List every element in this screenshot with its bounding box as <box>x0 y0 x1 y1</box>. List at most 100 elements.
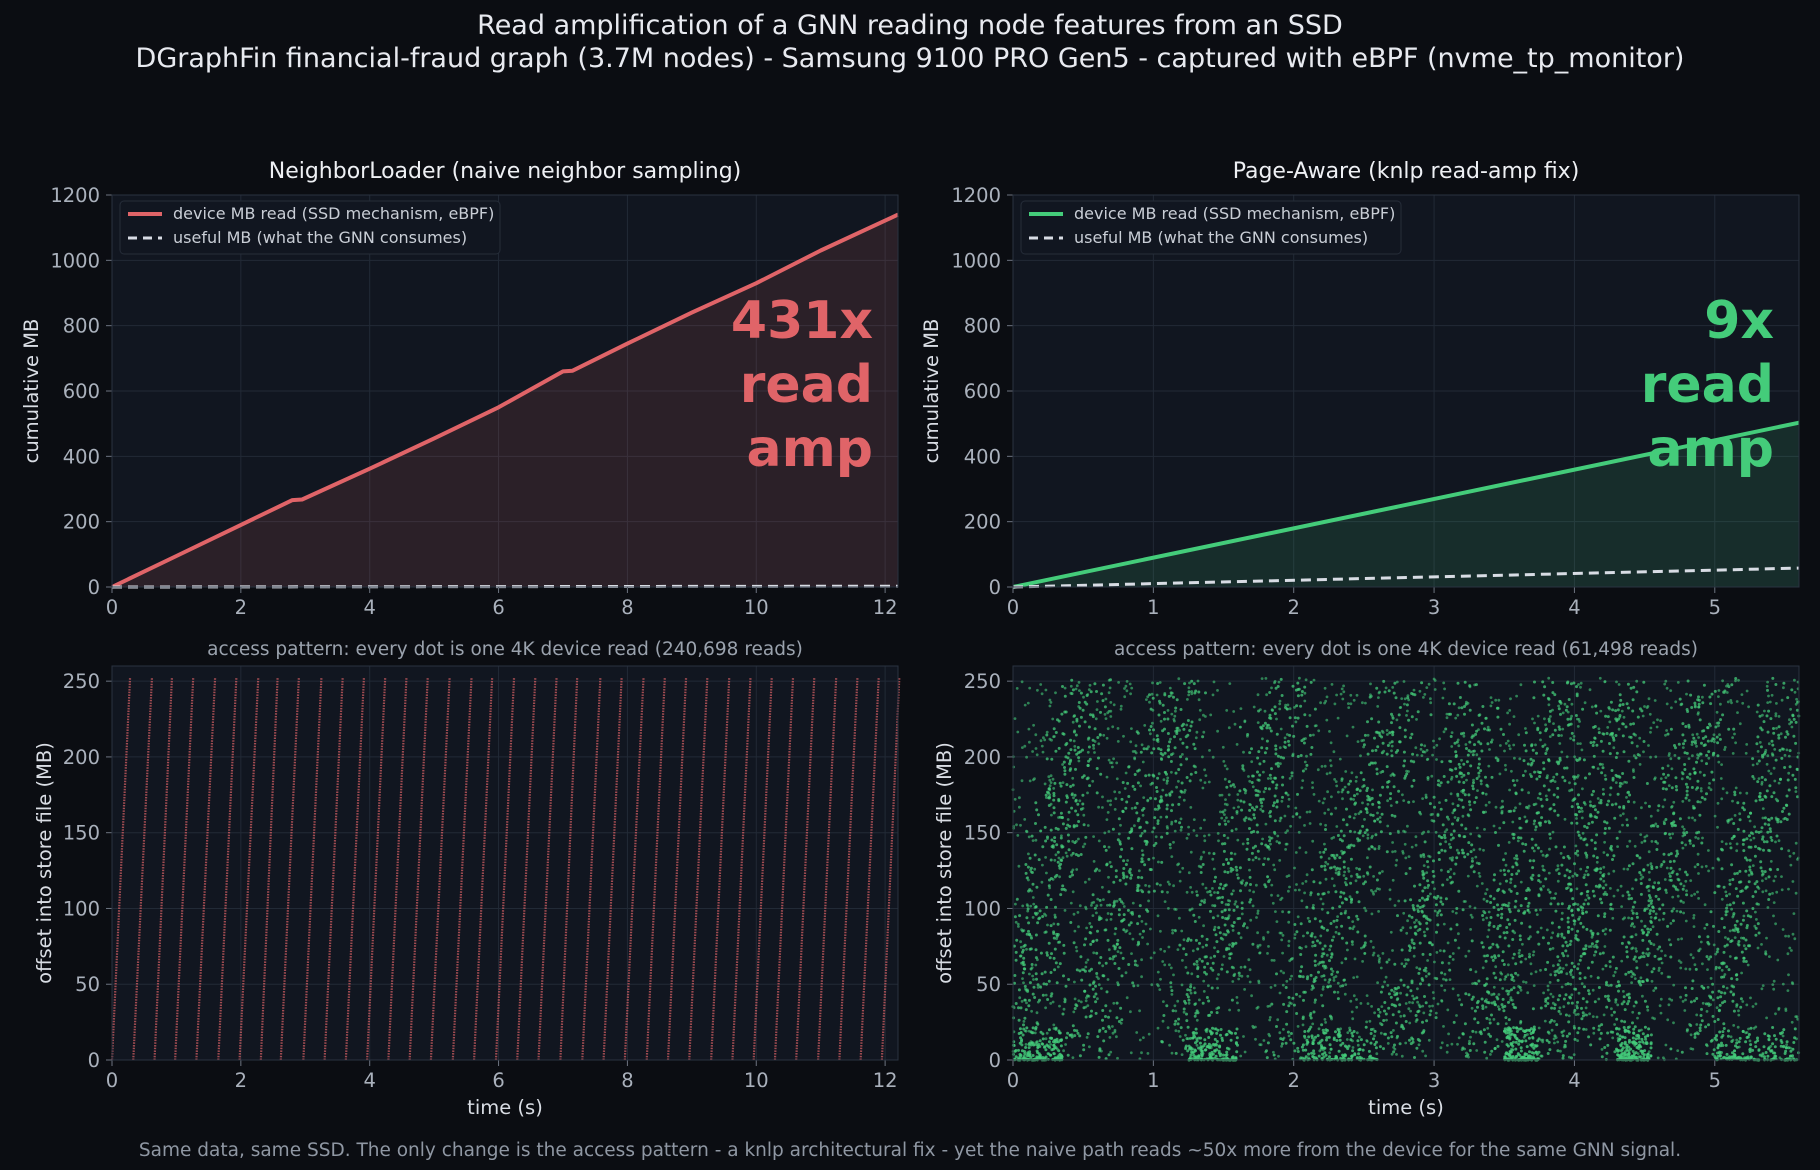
read-dot <box>1420 681 1424 685</box>
read-dot <box>1581 1011 1585 1015</box>
read-dot <box>1477 979 1481 983</box>
read-dot <box>1443 849 1447 853</box>
read-dot <box>1492 824 1496 828</box>
read-dot <box>1119 842 1122 846</box>
read-dot <box>1514 962 1518 966</box>
read-dot <box>1323 978 1327 982</box>
read-dot <box>1117 967 1121 970</box>
read-dot <box>1345 807 1348 811</box>
read-dot <box>1595 833 1599 837</box>
read-dot <box>1347 844 1351 848</box>
read-dot <box>1378 731 1382 735</box>
read-dot <box>1082 823 1086 827</box>
read-dot <box>1473 981 1477 985</box>
read-dot <box>1268 1016 1272 1019</box>
read-dot <box>1293 1049 1297 1053</box>
read-dot <box>1471 864 1474 868</box>
read-dot <box>1207 999 1211 1003</box>
read-dot <box>1725 906 1729 910</box>
read-dot <box>1077 820 1081 823</box>
read-dot <box>1027 998 1031 1002</box>
read-dot <box>1587 966 1590 970</box>
read-dot <box>1127 795 1131 798</box>
read-dot <box>1467 1055 1470 1059</box>
read-dot <box>1791 773 1795 777</box>
read-dot <box>1738 869 1742 873</box>
read-dot <box>1428 941 1432 945</box>
read-dot <box>1113 962 1117 965</box>
read-dot <box>1423 693 1427 696</box>
read-dot <box>1318 941 1322 945</box>
read-dot <box>1376 954 1380 958</box>
read-dot <box>1375 767 1379 771</box>
read-dot <box>1344 883 1348 887</box>
read-dot <box>1355 693 1359 697</box>
read-dot <box>1186 988 1190 992</box>
x-tick-label: 8 <box>621 1069 633 1092</box>
read-dot <box>1443 687 1446 691</box>
read-dot <box>1457 797 1461 801</box>
read-dot <box>1024 998 1027 1002</box>
read-dot <box>1101 1026 1105 1030</box>
read-dot <box>1277 841 1281 845</box>
read-dot <box>1616 708 1620 712</box>
read-dot <box>1075 824 1079 828</box>
read-dot <box>1616 980 1620 984</box>
read-dot <box>1232 921 1236 924</box>
read-dot <box>1713 891 1717 895</box>
read-dot <box>1418 1039 1422 1043</box>
read-dot <box>1122 734 1125 738</box>
read-dot <box>1049 701 1053 704</box>
read-dot <box>1585 1000 1589 1004</box>
read-dot <box>1592 740 1596 744</box>
read-dot <box>1647 904 1651 908</box>
read-dot <box>1054 691 1057 695</box>
read-dot <box>1580 810 1584 813</box>
read-dot <box>1141 813 1145 817</box>
read-dot <box>1741 901 1745 905</box>
read-dot <box>1094 1000 1098 1004</box>
read-dot <box>1791 932 1795 936</box>
read-dot <box>1054 905 1057 909</box>
read-dot <box>1038 1039 1042 1043</box>
read-dot <box>1680 771 1684 774</box>
read-dot <box>1282 1002 1286 1006</box>
read-dot <box>1160 1040 1164 1044</box>
read-dot <box>1512 833 1516 836</box>
read-dot <box>1034 838 1038 842</box>
read-dot <box>1774 816 1778 820</box>
read-dot <box>1640 980 1644 983</box>
x-tick-label: 2 <box>235 1069 247 1092</box>
read-dot <box>1254 788 1258 792</box>
read-dot <box>1419 747 1423 751</box>
read-dot <box>1456 738 1460 742</box>
read-dot <box>1635 960 1638 963</box>
read-dot <box>1240 912 1244 916</box>
read-dot <box>1643 839 1647 843</box>
read-dot <box>1094 984 1097 988</box>
read-dot <box>1166 717 1170 721</box>
read-dot <box>1069 767 1073 771</box>
read-dot <box>1424 974 1428 978</box>
read-dot <box>1701 695 1704 699</box>
read-dot <box>1767 709 1771 713</box>
read-dot <box>1401 793 1404 797</box>
read-dot <box>1657 966 1661 970</box>
read-dot <box>1242 924 1245 928</box>
read-dot <box>1246 734 1249 738</box>
read-dot <box>1347 706 1351 709</box>
read-dot <box>1770 795 1774 799</box>
read-dot <box>1301 882 1305 885</box>
y-tick-label: 0 <box>88 576 100 599</box>
read-dot <box>1426 894 1430 898</box>
read-dot <box>1184 953 1188 956</box>
read-dot <box>1615 984 1619 988</box>
read-dot <box>1028 740 1031 744</box>
read-dot <box>1265 746 1269 750</box>
read-dot <box>1770 739 1774 743</box>
read-dot <box>1749 811 1753 815</box>
read-dot <box>1211 857 1215 861</box>
read-dot <box>1029 868 1032 872</box>
read-dot <box>1422 855 1426 859</box>
read-dot <box>1288 733 1292 737</box>
